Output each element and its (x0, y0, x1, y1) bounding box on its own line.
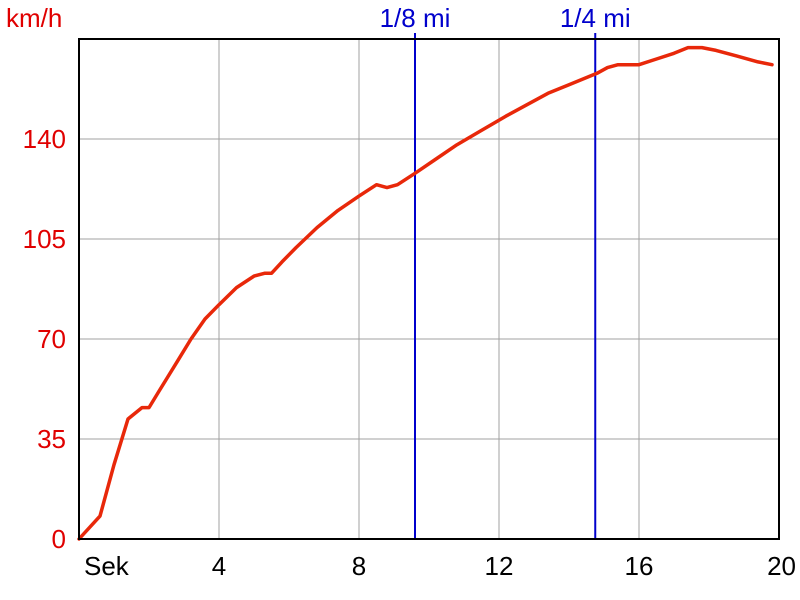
plot-frame (78, 38, 780, 540)
x-tick-label: 8 (352, 551, 366, 581)
distance-marker-label: 1/4 mi (560, 3, 631, 33)
distance-markers: 1/8 mi 1/4 mi (380, 3, 631, 539)
speed-line (77, 45, 774, 541)
series (77, 45, 774, 541)
y-axis-unit: km/h (6, 3, 62, 33)
x-tick-label: 4 (212, 551, 226, 581)
x-tick-label: 12 (485, 551, 514, 581)
x-tick-label: 16 (625, 551, 654, 581)
y-tick-label: 105 (23, 224, 66, 254)
x-axis-label: Sek (84, 551, 130, 581)
x-tick-label: 20 (767, 551, 796, 581)
grid (79, 39, 779, 539)
y-tick-labels: 0 35 70 105 140 (23, 124, 66, 554)
x-tick-labels: 4 8 12 16 20 (212, 551, 796, 581)
y-tick-label: 70 (37, 324, 66, 354)
y-tick-label: 35 (37, 424, 66, 454)
y-tick-label: 0 (52, 524, 66, 554)
distance-marker-label: 1/8 mi (380, 3, 451, 33)
y-tick-label: 140 (23, 124, 66, 154)
